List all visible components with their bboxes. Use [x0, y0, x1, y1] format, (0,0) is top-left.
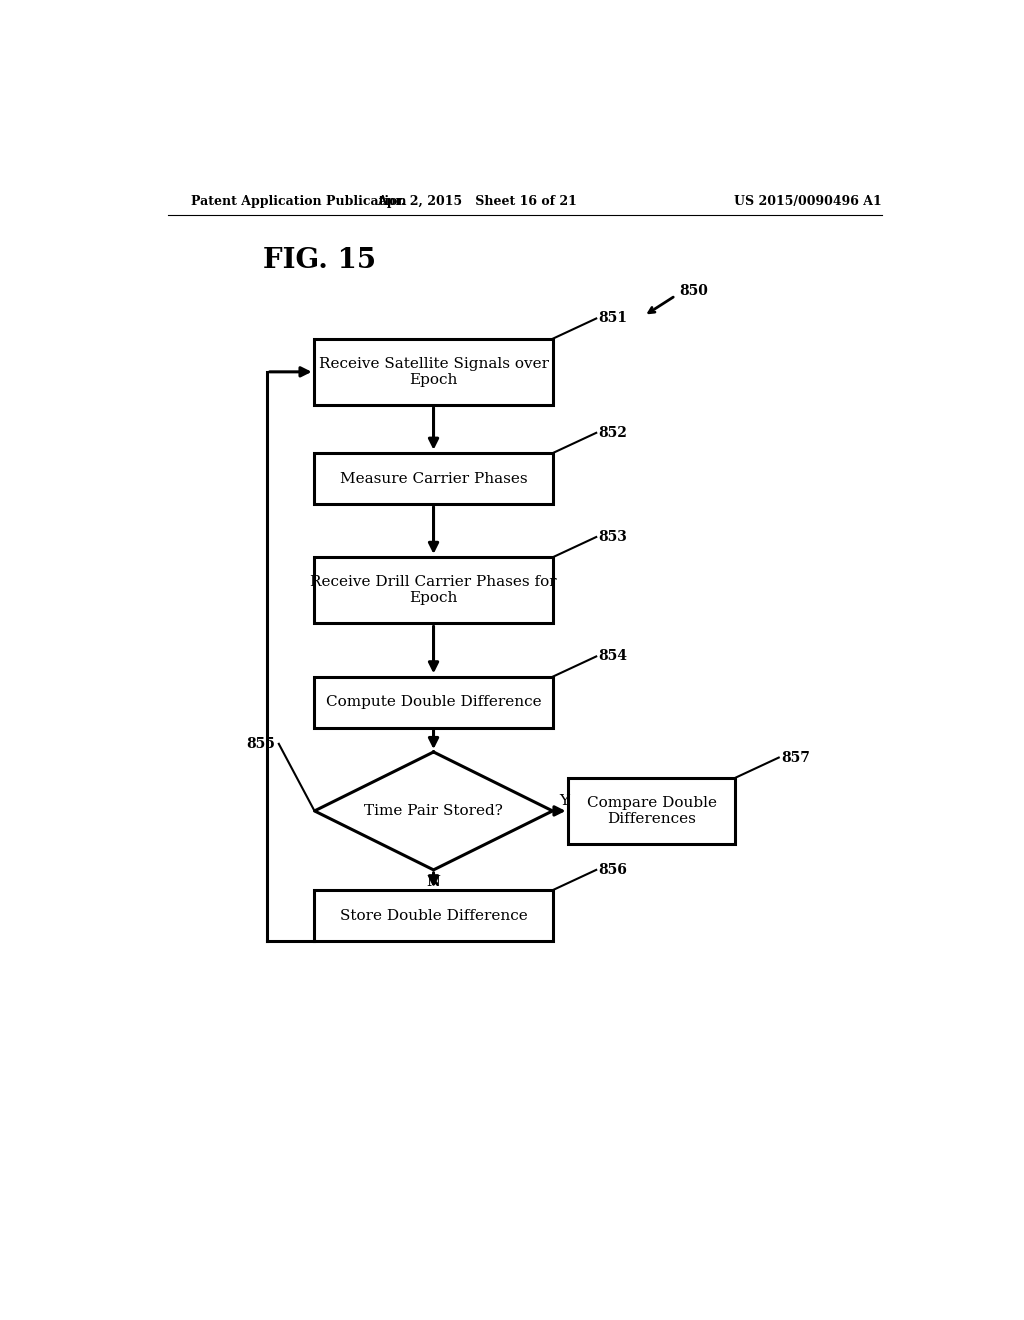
- Bar: [314, 339, 553, 405]
- Text: 856: 856: [599, 863, 628, 876]
- Bar: [314, 453, 553, 504]
- Text: 854: 854: [599, 649, 628, 664]
- Text: Receive Satellite Signals over
Epoch: Receive Satellite Signals over Epoch: [318, 356, 549, 387]
- Text: 851: 851: [599, 312, 628, 326]
- Bar: [314, 677, 553, 727]
- Bar: [568, 777, 735, 843]
- Text: FIG. 15: FIG. 15: [263, 247, 376, 273]
- Text: Apr. 2, 2015   Sheet 16 of 21: Apr. 2, 2015 Sheet 16 of 21: [377, 194, 578, 207]
- Text: Patent Application Publication: Patent Application Publication: [191, 194, 407, 207]
- Text: 853: 853: [599, 531, 628, 544]
- Text: 850: 850: [680, 284, 709, 297]
- Text: US 2015/0090496 A1: US 2015/0090496 A1: [734, 194, 882, 207]
- Text: N: N: [427, 875, 440, 888]
- Bar: [314, 557, 553, 623]
- Text: 857: 857: [781, 751, 810, 764]
- Text: Receive Drill Carrier Phases for
Epoch: Receive Drill Carrier Phases for Epoch: [310, 576, 557, 606]
- Polygon shape: [314, 752, 553, 870]
- Text: Y: Y: [559, 793, 569, 808]
- Text: 852: 852: [599, 426, 628, 440]
- Bar: [314, 890, 553, 941]
- Text: Compare Double
Differences: Compare Double Differences: [587, 796, 717, 826]
- Text: Compute Double Difference: Compute Double Difference: [326, 696, 542, 709]
- Text: Store Double Difference: Store Double Difference: [340, 908, 527, 923]
- Text: 855: 855: [246, 737, 274, 751]
- Text: Measure Carrier Phases: Measure Carrier Phases: [340, 471, 527, 486]
- Text: Time Pair Stored?: Time Pair Stored?: [365, 804, 503, 818]
